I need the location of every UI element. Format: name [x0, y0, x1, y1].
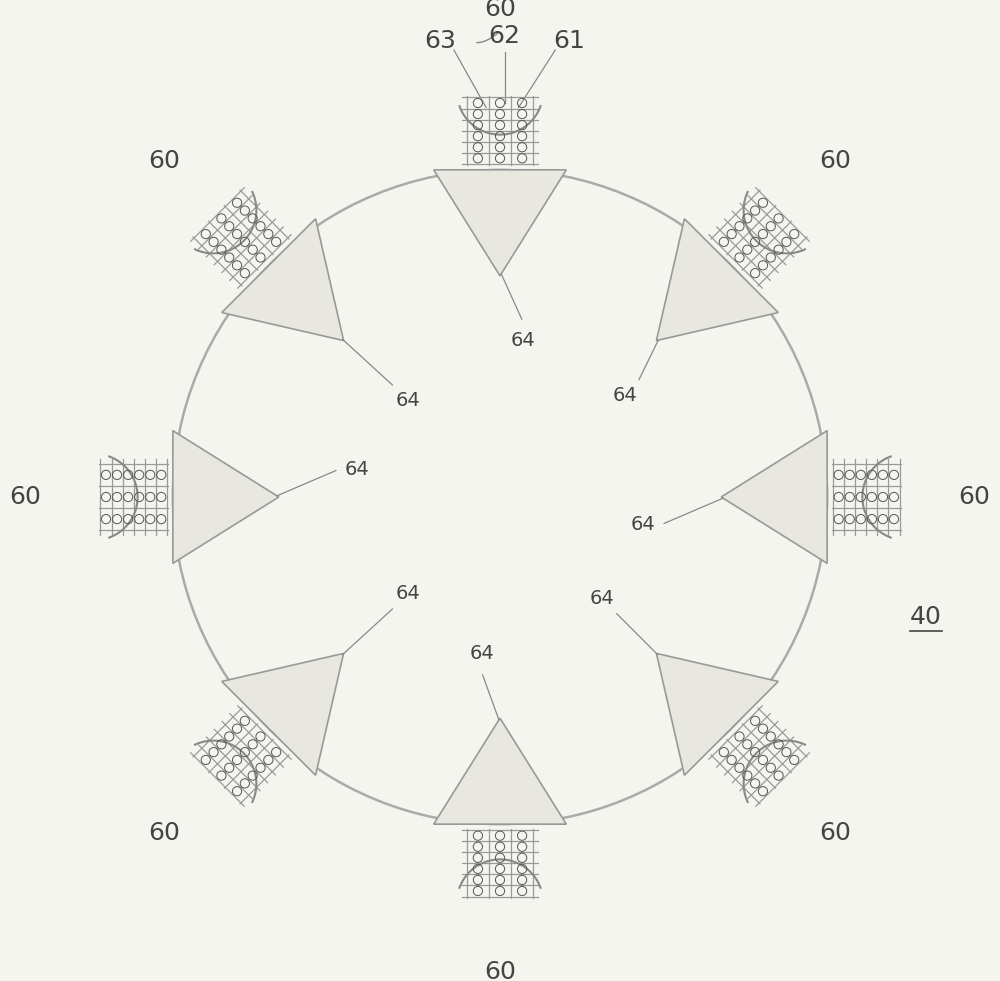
Text: 64: 64: [469, 645, 494, 663]
Polygon shape: [222, 653, 344, 775]
Text: 60: 60: [820, 149, 852, 174]
Text: 62: 62: [489, 25, 521, 48]
Text: 60: 60: [148, 821, 180, 845]
Text: 64: 64: [395, 585, 420, 603]
Text: 64: 64: [345, 460, 370, 479]
Text: 61: 61: [553, 28, 585, 53]
Text: 60: 60: [484, 0, 516, 21]
Text: 60: 60: [148, 149, 180, 174]
Text: 64: 64: [511, 331, 535, 350]
Polygon shape: [173, 431, 279, 563]
Text: 60: 60: [9, 485, 41, 509]
Polygon shape: [434, 170, 566, 276]
Text: 60: 60: [820, 821, 852, 845]
Text: 63: 63: [424, 28, 456, 53]
Text: 64: 64: [395, 390, 420, 409]
Polygon shape: [656, 219, 778, 340]
Text: 64: 64: [589, 589, 614, 608]
Polygon shape: [656, 653, 778, 775]
Text: 60: 60: [959, 485, 991, 509]
Polygon shape: [721, 431, 827, 563]
Polygon shape: [434, 718, 566, 824]
Text: 60: 60: [484, 959, 516, 981]
Text: 40: 40: [910, 605, 942, 629]
Text: 64: 64: [630, 515, 655, 534]
Text: 64: 64: [612, 386, 637, 405]
Polygon shape: [222, 219, 344, 340]
